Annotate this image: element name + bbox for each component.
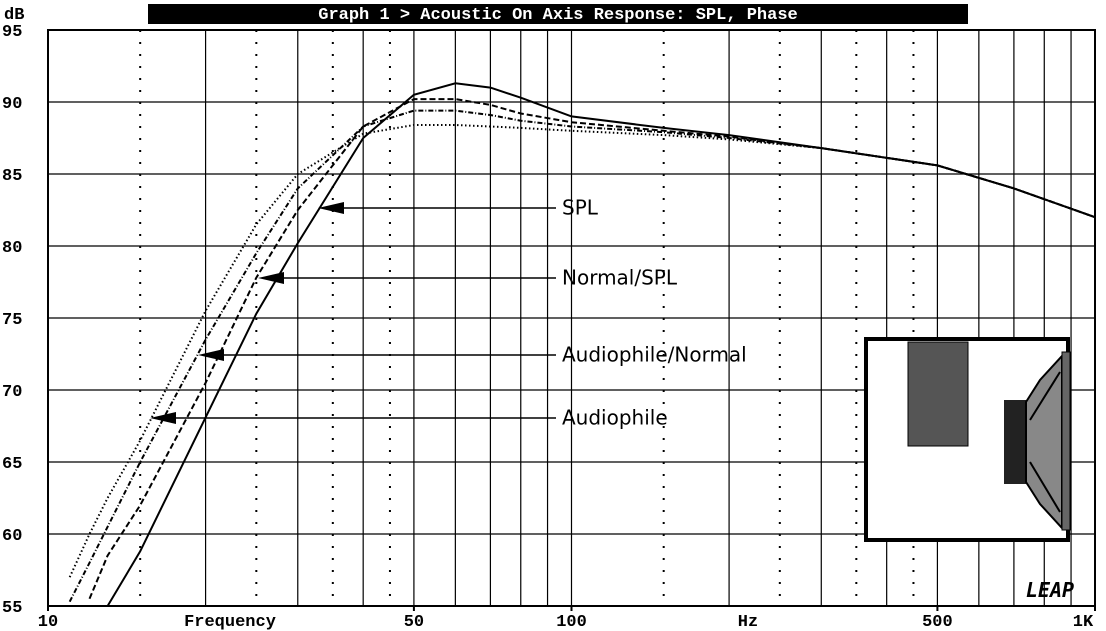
y-tick-label: 95 (2, 23, 22, 42)
x-tick-label: 100 (556, 613, 587, 631)
x-axis-unit: Hz (738, 613, 758, 631)
legend-label: Audiophile (562, 406, 668, 430)
x-tick-label: 50 (404, 613, 424, 631)
x-axis-label: Frequency (184, 613, 276, 631)
legend-label: Audiophile/Normal (562, 343, 747, 367)
callout-arrowhead (258, 272, 284, 284)
y-tick-label: 80 (2, 239, 22, 258)
title-bar (148, 4, 968, 24)
y-axis-label: dB (4, 6, 24, 25)
callout-arrowhead (318, 202, 344, 214)
series-line (68, 124, 1096, 578)
callout-arrowhead (150, 412, 176, 424)
y-tick-label: 60 (2, 527, 22, 546)
x-tick-label: 1K (1073, 613, 1094, 631)
chart-title: Graph 1 > Acoustic On Axis Response: SPL… (318, 6, 797, 25)
x-tick-label: 500 (922, 613, 953, 631)
series-line (68, 109, 1096, 603)
y-tick-label: 85 (2, 167, 22, 186)
y-tick-label: 70 (2, 383, 22, 402)
y-tick-label: 65 (2, 455, 22, 474)
x-tick-label: 10 (38, 613, 58, 631)
callout-arrowhead (198, 349, 224, 361)
speaker-inset (864, 337, 1071, 542)
y-tick-label: 55 (2, 599, 22, 618)
legend-label: SPL (562, 196, 599, 220)
legend-label: Normal/SPL (562, 266, 678, 290)
logo: LEAP (1026, 578, 1074, 602)
y-tick-label: 90 (2, 95, 22, 114)
plot-frame (47, 29, 1096, 607)
y-tick-label: 75 (2, 311, 22, 330)
